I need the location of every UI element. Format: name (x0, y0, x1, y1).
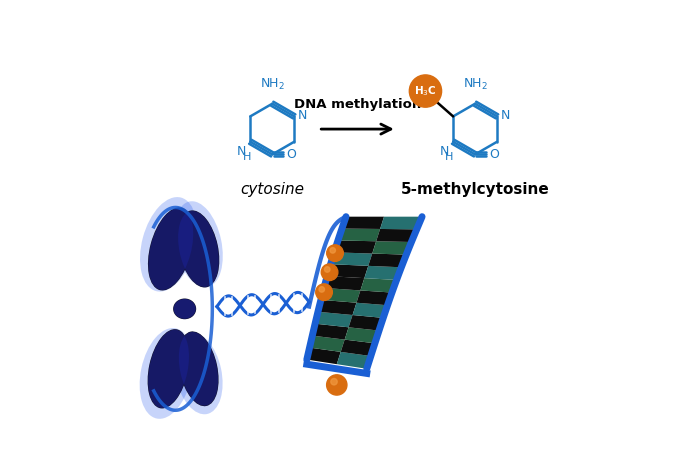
Polygon shape (336, 241, 376, 254)
Polygon shape (372, 241, 413, 254)
Polygon shape (343, 217, 384, 229)
Ellipse shape (174, 201, 223, 288)
Circle shape (316, 284, 332, 301)
Circle shape (325, 267, 330, 272)
Ellipse shape (179, 331, 219, 406)
Ellipse shape (173, 299, 196, 319)
Polygon shape (337, 352, 372, 369)
Text: H$_3$C: H$_3$C (414, 84, 437, 98)
Circle shape (331, 378, 337, 385)
Circle shape (321, 264, 338, 281)
Ellipse shape (148, 330, 189, 408)
Circle shape (319, 287, 325, 292)
Circle shape (327, 375, 347, 395)
Circle shape (410, 75, 441, 107)
Polygon shape (307, 348, 340, 364)
Polygon shape (340, 340, 376, 356)
Polygon shape (361, 278, 399, 293)
Polygon shape (323, 288, 361, 303)
Circle shape (330, 248, 336, 253)
Ellipse shape (148, 208, 193, 290)
Text: N: N (237, 146, 246, 159)
Text: N: N (501, 109, 510, 122)
Text: NH$_2$: NH$_2$ (462, 77, 488, 92)
Polygon shape (365, 266, 403, 280)
Polygon shape (349, 315, 385, 331)
Polygon shape (368, 254, 408, 267)
Text: H: H (242, 152, 251, 162)
Ellipse shape (147, 329, 190, 408)
Text: N: N (298, 109, 307, 122)
Polygon shape (340, 229, 380, 241)
Text: O: O (286, 148, 296, 161)
Ellipse shape (178, 211, 219, 287)
Polygon shape (329, 264, 368, 278)
Text: DNA methylation: DNA methylation (294, 98, 421, 111)
Text: H: H (445, 152, 454, 162)
Polygon shape (320, 300, 356, 315)
Polygon shape (313, 324, 349, 340)
Polygon shape (352, 303, 390, 318)
Polygon shape (317, 312, 352, 327)
Ellipse shape (148, 207, 194, 290)
Polygon shape (333, 253, 372, 266)
Polygon shape (310, 336, 345, 352)
Ellipse shape (140, 197, 197, 292)
Ellipse shape (174, 299, 196, 319)
Text: cytosine: cytosine (240, 182, 304, 197)
Ellipse shape (174, 332, 223, 414)
Polygon shape (356, 290, 394, 305)
Ellipse shape (178, 210, 219, 288)
Circle shape (327, 245, 343, 261)
Text: 5-methylcytosine: 5-methylcytosine (401, 182, 549, 197)
Polygon shape (380, 217, 422, 230)
Text: O: O (489, 148, 499, 161)
Text: NH$_2$: NH$_2$ (260, 77, 284, 92)
Polygon shape (345, 327, 381, 343)
Polygon shape (327, 276, 365, 290)
Ellipse shape (140, 328, 193, 419)
Ellipse shape (179, 332, 218, 406)
Polygon shape (376, 229, 417, 242)
Text: N: N (440, 146, 449, 159)
